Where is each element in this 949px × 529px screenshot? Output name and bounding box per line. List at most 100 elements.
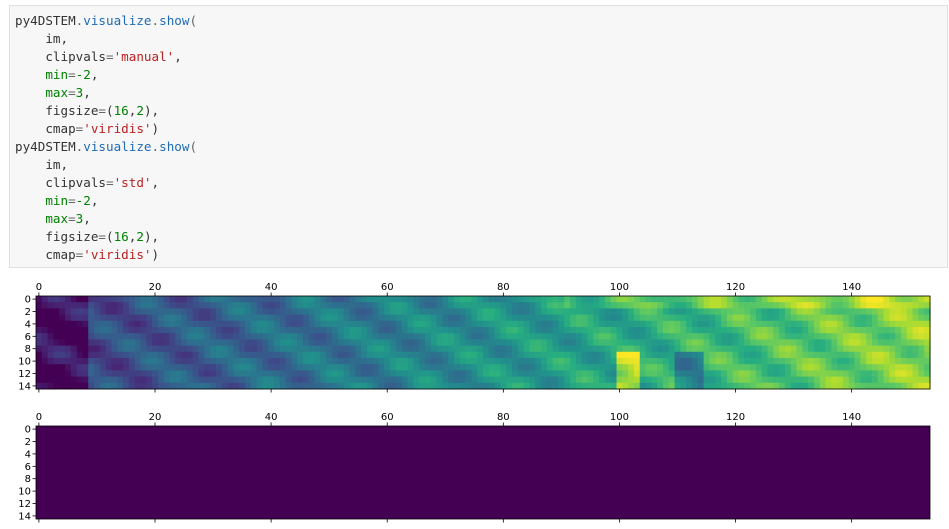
heatmap-cell (123, 370, 130, 377)
heatmap-cell (169, 382, 176, 390)
heatmap-cell (274, 314, 281, 322)
heatmap-cell (326, 376, 333, 384)
heatmap-cell (274, 327, 281, 334)
heatmap-cell (169, 314, 176, 322)
heatmap-cell (297, 364, 304, 371)
heatmap-cell (477, 370, 484, 377)
heatmap-cell (157, 333, 165, 340)
heatmap-cell (361, 333, 368, 340)
heatmap-cell (41, 314, 49, 322)
heatmap-cell (639, 376, 647, 384)
heatmap-cell (767, 339, 774, 346)
heatmap-cell (215, 376, 223, 384)
heatmap-cell (244, 302, 252, 309)
heatmap-cell (767, 370, 774, 377)
heatmap-cell (691, 320, 699, 328)
code-editor[interactable]: py4DSTEM.visualize.show( im, clipvals='m… (15, 12, 197, 264)
heatmap-cell (94, 333, 101, 340)
heatmap-cell (512, 382, 519, 390)
heatmap-cell (761, 364, 769, 371)
heatmap-cell (355, 302, 362, 309)
heatmap-cell (41, 308, 49, 315)
heatmap-cell (709, 308, 716, 315)
heatmap-cell (291, 327, 298, 334)
heatmap-cell (813, 351, 821, 359)
heatmap-cell (221, 327, 229, 334)
heatmap-cell (59, 320, 66, 328)
heatmap-cell (308, 358, 316, 365)
heatmap-cell (657, 370, 664, 377)
heatmap-cell (407, 327, 414, 334)
heatmap-cell (366, 370, 374, 377)
heatmap-cell (349, 308, 356, 315)
heatmap-cell (587, 370, 594, 377)
heatmap-cell (506, 327, 513, 334)
heatmap-cell (262, 339, 269, 346)
heatmap-cell (645, 364, 652, 371)
heatmap-cell (47, 358, 55, 365)
heatmap-cell (721, 351, 728, 359)
heatmap-cell (465, 370, 472, 377)
heatmap-cell (471, 320, 478, 328)
heatmap-cell (308, 308, 316, 315)
heatmap-cell (140, 327, 147, 334)
heatmap-cell (848, 308, 856, 315)
heatmap-cell (889, 351, 896, 359)
heatmap-cell (790, 345, 798, 353)
heatmap-cell (564, 333, 571, 340)
heatmap-cell (558, 382, 565, 390)
heatmap-cell (790, 382, 798, 390)
heatmap-cell (320, 382, 327, 390)
heatmap-cell (483, 314, 490, 322)
heatmap-cell (628, 351, 635, 359)
heatmap-cell (784, 358, 792, 365)
heatmap-cell (227, 333, 234, 340)
heatmap-cell (552, 345, 560, 353)
heatmap-cell (552, 296, 560, 303)
heatmap-cell (697, 296, 705, 303)
code-token: min (15, 67, 69, 82)
heatmap-cell (680, 320, 687, 328)
heatmap-cell (575, 314, 583, 322)
heatmap-cell (274, 351, 281, 359)
heatmap-cell (541, 358, 548, 365)
heatmap-cell (761, 382, 769, 390)
heatmap-cell (465, 339, 472, 346)
heatmap-cell (912, 339, 919, 346)
heatmap-cell (906, 320, 914, 328)
heatmap-cell (250, 382, 258, 390)
heatmap-cell (326, 370, 333, 377)
code-token: visualize (83, 13, 152, 28)
heatmap-cell (262, 345, 269, 353)
heatmap-cell (157, 296, 165, 303)
heatmap-cell (500, 339, 507, 346)
heatmap-cell (332, 320, 339, 328)
heatmap-cell (390, 376, 397, 384)
heatmap-cell (796, 364, 803, 371)
heatmap-cell (593, 358, 600, 365)
heatmap-cell (697, 364, 705, 371)
heatmap-cell (268, 314, 275, 322)
heatmap-cell (750, 345, 757, 353)
heatmap-cell (860, 327, 867, 334)
heatmap-cell (419, 358, 426, 365)
heatmap-cell (726, 314, 734, 322)
code-token: -2 (75, 193, 91, 208)
heatmap-cell (686, 351, 693, 359)
heatmap-cell (250, 308, 258, 315)
heatmap-cell (738, 376, 745, 384)
code-cell[interactable]: py4DSTEM.visualize.show( im, clipvals='m… (9, 5, 948, 268)
heatmap-cell (227, 308, 234, 315)
heatmap-cell (529, 308, 536, 315)
heatmap-cell (192, 296, 200, 303)
heatmap-cell (256, 320, 264, 328)
heatmap-cell (430, 358, 438, 365)
heatmap-cell (779, 339, 786, 346)
heatmap-cell (250, 302, 258, 309)
heatmap-cell (546, 320, 554, 328)
heatmap-cell (761, 296, 769, 303)
heatmap-cell (529, 327, 536, 334)
heatmap-cell (866, 320, 873, 328)
heatmap-cell (616, 351, 623, 359)
